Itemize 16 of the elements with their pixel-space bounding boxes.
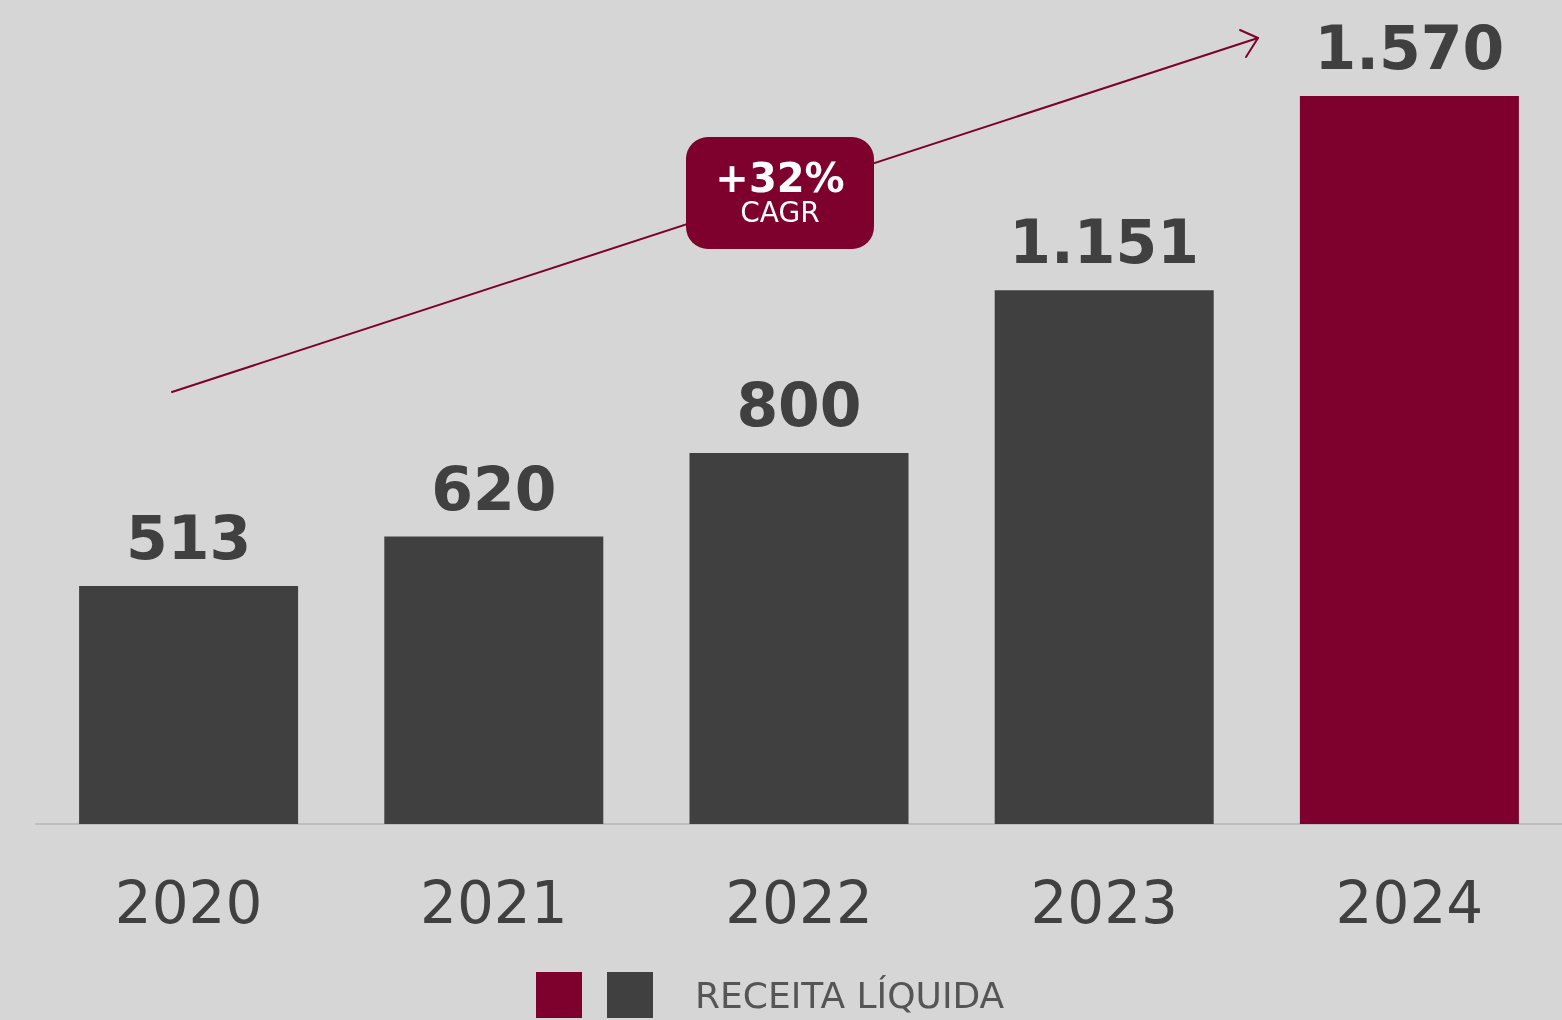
data-label: 1.151 [1009, 207, 1200, 278]
legend-label: RECEITA LÍQUIDA [695, 974, 1005, 1016]
bar [384, 536, 604, 824]
x-tick-label: 2024 [1335, 869, 1484, 937]
data-label: 620 [431, 453, 557, 524]
bar [994, 290, 1214, 824]
data-label: 1.570 [1314, 13, 1505, 83]
data-label: 513 [125, 503, 252, 574]
data-label: 800 [736, 370, 862, 441]
bar [689, 453, 909, 824]
bar [79, 586, 299, 824]
x-tick-label: 2021 [420, 869, 568, 937]
x-tick-label: 2022 [725, 869, 873, 937]
bar [1299, 96, 1519, 824]
x-tick-label: 2023 [1030, 869, 1178, 937]
x-tick-label: 2020 [114, 869, 263, 937]
